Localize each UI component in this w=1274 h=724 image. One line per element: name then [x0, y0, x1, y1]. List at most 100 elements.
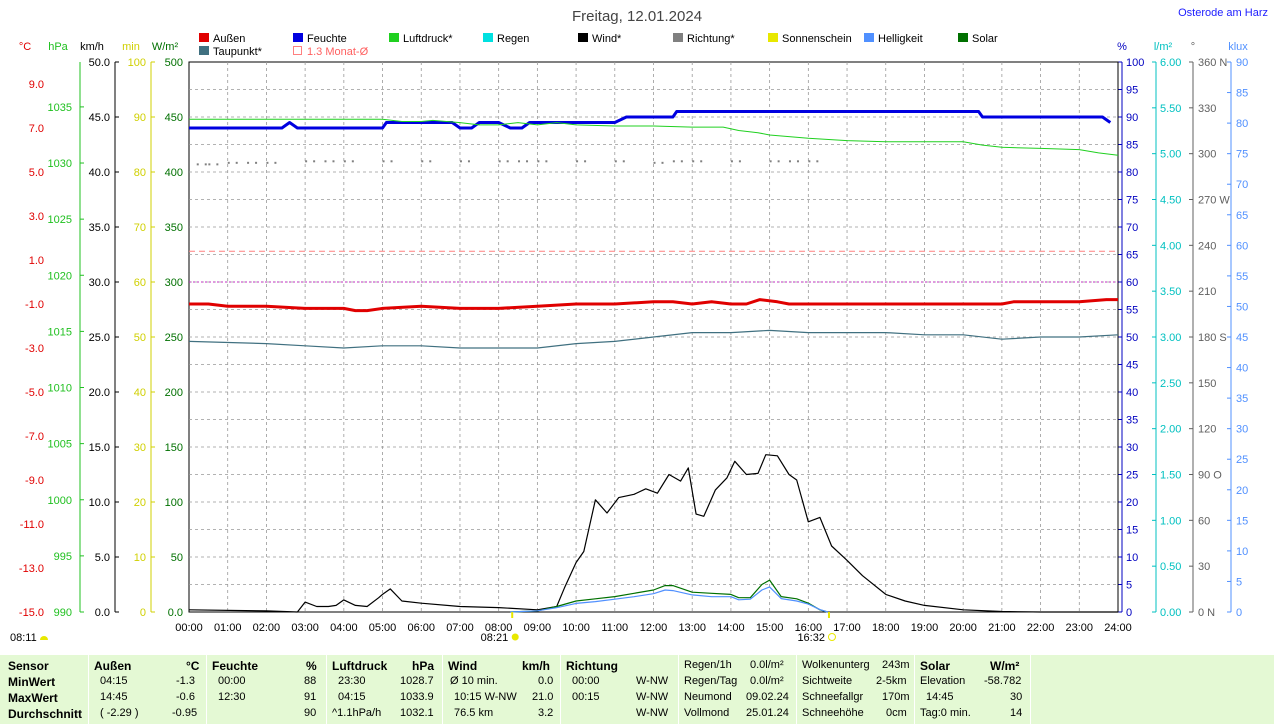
stats-value: 170m [882, 691, 910, 703]
axis-tick-label-solar: 400 [165, 167, 183, 179]
stats-value: 3.2 [538, 707, 554, 719]
series-point-richtung [343, 160, 346, 163]
series-point-richtung [653, 161, 656, 164]
series-point-richtung [227, 161, 230, 164]
axis-tick-label-wind: 25.0 [89, 332, 110, 344]
legend-label: Regen [497, 33, 529, 45]
axis-tick-label-rain: 1.50 [1160, 470, 1181, 482]
axis-tick-label-dir: 210 [1198, 286, 1216, 298]
axis-tick-label-rain: 4.50 [1160, 195, 1181, 207]
legend-label: Feuchte [307, 33, 347, 45]
x-tick-label: 00:00 [175, 622, 203, 634]
axis-tick-label-hum: 15 [1126, 525, 1138, 537]
axis-tick-label-rain: 1.00 [1160, 515, 1181, 527]
axis-tick-label-hum: 100 [1126, 57, 1144, 69]
axis-tick-label-lux: 90 [1236, 57, 1248, 69]
series-point-richtung [208, 163, 211, 166]
stats-value: W-NW [636, 707, 669, 719]
stats-value: 88 [304, 675, 317, 687]
axis-tick-label-press: 1015 [48, 326, 72, 338]
axis-tick-label-temp: 5.0 [29, 167, 44, 179]
axis-tick-label-rain: 2.00 [1160, 424, 1181, 436]
series-point-richtung [769, 160, 772, 163]
axis-tick-label-dir: 300 [1198, 149, 1216, 161]
stats-value: 14 [1010, 707, 1023, 719]
axis-tick-label-lux: 0 [1236, 607, 1242, 619]
axis-tick-label-hum: 75 [1126, 195, 1138, 207]
series-point-richtung [526, 160, 529, 163]
axis-tick-label-min: 40 [134, 387, 146, 399]
series-line-auen [189, 298, 1118, 313]
stats-label: Elevation [920, 675, 966, 687]
axis-tick-label-min: 60 [134, 277, 146, 289]
axis-unit-solar: W/m² [152, 41, 179, 53]
axis-tick-label-solar: 150 [165, 442, 183, 454]
series-point-richtung [692, 160, 695, 163]
series-point-richtung [738, 160, 741, 163]
axis-tick-label-min: 20 [134, 497, 146, 509]
axis-tick-label-wind: 5.0 [95, 552, 110, 564]
series-point-richtung [459, 160, 462, 163]
axis-tick-label-min: 0 [140, 607, 146, 619]
axis-tick-label-temp: -13.0 [19, 563, 44, 575]
stats-value: 1033.9 [400, 691, 434, 703]
stats-panel: Sensor MinWert MaxWert Durchschnitt Auße… [0, 655, 1274, 724]
stats-value: 2-5km [876, 675, 907, 687]
x-tick-label: 21:00 [988, 622, 1016, 634]
x-tick-label: 01:00 [214, 622, 242, 634]
stats-value: 09.02.24 [746, 691, 789, 703]
stats-value: 00:00 [572, 675, 600, 687]
sun-markers: 08:21 16:32 08:11 [10, 612, 836, 644]
stats-feuchte-unit: % [306, 659, 317, 673]
axis-tick-label-dir: 120 [1198, 424, 1216, 436]
stats-value: -58.782 [984, 675, 1022, 687]
axis-tick-label-hum: 55 [1126, 305, 1138, 317]
axis-tick-label-wind: 15.0 [89, 442, 110, 454]
series-point-richtung [274, 161, 277, 164]
series-point-richtung [672, 160, 675, 163]
axis-tick-label-lux: 20 [1236, 485, 1248, 497]
axes: °C 9.0 7.0 5.0 3.0 1.0 -1.0 -3.0 -5.0 -7.0 -9.0 -11… [19, 41, 1248, 619]
axis-unit-lux: klux [1228, 41, 1248, 53]
axis-tick-label-solar: 300 [165, 277, 183, 289]
series-point-richtung [576, 160, 579, 163]
axis-tick-label-dir: 90 O [1198, 470, 1222, 482]
axis-tick-label-dir: 150 [1198, 378, 1216, 390]
series-point-richtung [506, 160, 509, 163]
x-axis: 00:00 01:00 02:00 03:00 04:00 05:00 06:00 07:00… [175, 622, 1132, 634]
axis-tick-label-lux: 10 [1236, 546, 1248, 558]
stats-richtung-header: Richtung [566, 659, 618, 673]
axis-tick-label-dir: 360 N [1198, 57, 1227, 69]
axis-tick-label-solar: 0.0 [168, 607, 183, 619]
axis-tick-label-dir: 60 [1198, 515, 1210, 527]
stats-value: 23:30 [338, 675, 366, 687]
x-tick-label: 24:00 [1104, 622, 1132, 634]
legend-label: Solar [972, 33, 998, 45]
stats-value: 0.0l/m² [750, 659, 784, 671]
series-point-richtung [196, 163, 199, 166]
stats-value: W-NW [636, 675, 669, 687]
axis-tick-label-lux: 25 [1236, 454, 1248, 466]
legend-label: Luftdruck* [403, 33, 453, 45]
stats-value: 76.5 km [454, 707, 494, 719]
stats-solar-unit: W/m² [990, 659, 1020, 673]
axis-tick-label-hum: 45 [1126, 360, 1138, 372]
stats-value: 04:15 [100, 675, 128, 687]
axis-tick-label-hum: 65 [1126, 250, 1138, 262]
legend-swatch [293, 33, 303, 42]
stats-value: Ø 10 min. [450, 675, 498, 687]
x-tick-label: 10:00 [562, 622, 590, 634]
axis-tick-label-min: 30 [134, 442, 146, 454]
axis-tick-label-solar: 450 [165, 112, 183, 124]
axis-tick-label-press: 995 [54, 551, 72, 563]
stats-value: 0.0 [538, 675, 554, 687]
axis-tick-label-lux: 55 [1236, 271, 1248, 283]
stats-aussen-header: Außen [94, 659, 132, 673]
x-tick-label: 13:00 [678, 622, 706, 634]
series-point-richtung [796, 160, 799, 163]
axis-unit-temp: °C [19, 41, 31, 53]
series-point-richtung [332, 160, 335, 163]
series-point-richtung [700, 160, 703, 163]
axis-tick-label-press: 1025 [48, 214, 72, 226]
stats-feuchte-header: Feuchte [212, 659, 259, 673]
